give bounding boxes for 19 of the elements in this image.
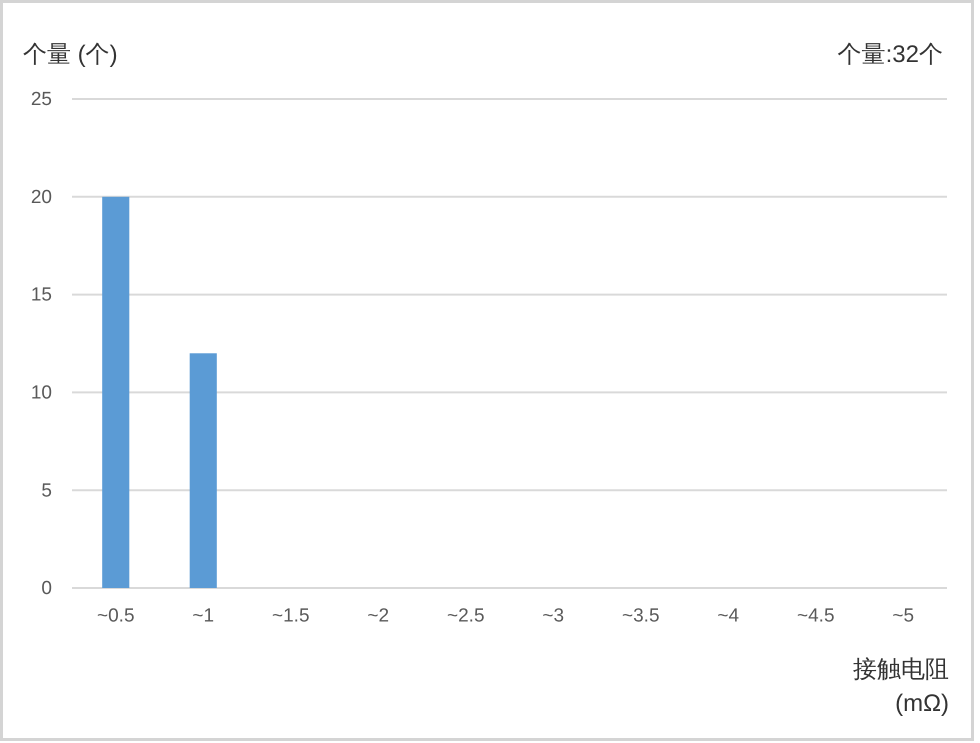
y-tick-label: 10 [30,382,52,404]
x-tick-label: ~1 [192,605,214,626]
y-tick-label: 15 [30,284,52,306]
y-tick-label: 25 [30,89,52,110]
x-tick-label: ~3 [542,605,564,626]
x-tick-label: ~0.5 [96,605,135,626]
x-tick-label: ~2 [367,605,390,626]
y-tick-label: 20 [30,186,52,208]
y-axis-title: 个量 (个) [23,41,118,68]
text: 个量:32个 [838,41,943,68]
x-tick-label: ~4 [717,605,740,626]
x-tick-label: ~4.5 [796,605,835,626]
x-axis-title: 接触电阻 (mΩ) [853,656,949,717]
x-tick-label: ~1.5 [272,605,310,626]
x-tick-label: ~2.5 [446,605,485,626]
y-tick-label: 5 [41,480,52,502]
x-tick-label: ~5 [892,605,914,626]
x-tick-label: ~3.5 [622,605,660,626]
y-tick-label: 0 [41,578,52,600]
